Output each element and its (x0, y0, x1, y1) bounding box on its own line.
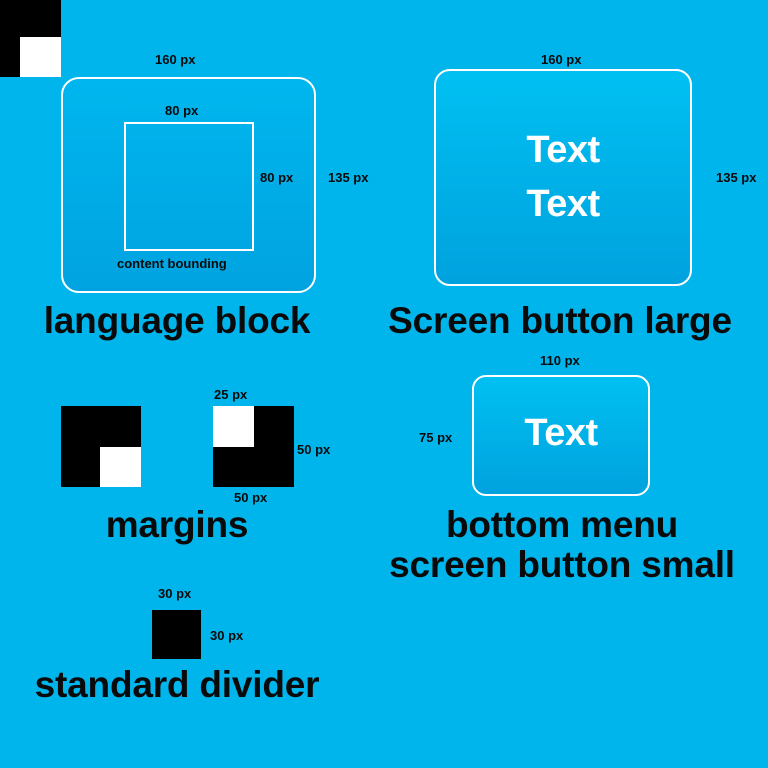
screen-button-large-title: Screen button large (388, 300, 732, 341)
large-button-text-2: Text (526, 183, 600, 225)
language-block-height-label: 135 px (328, 170, 369, 185)
large-button-text-1: Text (526, 129, 600, 171)
language-block-width-label: 160 px (155, 52, 196, 67)
content-bounding-box (124, 122, 254, 251)
screen-button-large[interactable]: Text Text (434, 69, 692, 286)
divider-width-label: 30 px (158, 586, 192, 601)
large-button-height-label: 135 px (716, 170, 757, 185)
standard-divider-title: standard divider (34, 664, 320, 705)
margin-size-label: 25 px (214, 387, 248, 402)
standard-divider-block (152, 610, 201, 659)
margin-height-label: 50 px (297, 442, 331, 457)
divider-height-label: 30 px (210, 628, 244, 643)
content-width-label: 80 px (165, 103, 199, 118)
small-button-width-label: 110 px (540, 353, 580, 368)
screen-button-small-title: screen button small (389, 544, 735, 585)
margins-title: margins (105, 504, 249, 545)
content-bounding-label: content bounding (117, 256, 227, 271)
screen-button-small[interactable]: Text (472, 375, 650, 496)
content-height-label: 80 px (260, 170, 294, 185)
corner-white-square (20, 37, 61, 77)
language-block-title: language block (43, 300, 311, 341)
large-button-width-label: 160 px (541, 52, 582, 67)
margin-example-right-white (213, 406, 254, 447)
small-button-text: Text (524, 412, 598, 454)
bottom-menu-title: bottom menu (445, 504, 679, 545)
margin-width-label: 50 px (234, 490, 268, 505)
small-button-height-label: 75 px (419, 430, 453, 445)
language-block (61, 77, 316, 293)
margin-example-left-white (100, 447, 141, 487)
